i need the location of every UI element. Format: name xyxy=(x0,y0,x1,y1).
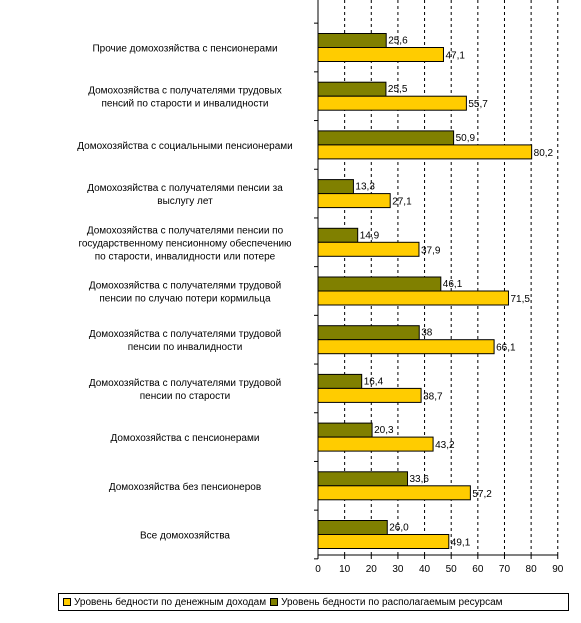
category-label-line: Все домохозяйства xyxy=(140,531,230,542)
category-label: Домохозяйства с получателями пенсии по го… xyxy=(78,225,292,262)
category-label: Все домохозяйства xyxy=(140,531,230,542)
data-label-resources: 26,0 xyxy=(389,523,409,534)
category-label-line: государственному пенсионному обеспечению xyxy=(78,237,292,249)
bar-monetary xyxy=(317,534,450,549)
legend-swatch-resources xyxy=(270,598,279,606)
data-label-resources: 50,9 xyxy=(456,133,476,144)
category-label: Домохозяйства с получателями трудовой пен… xyxy=(89,378,281,402)
x-tick-label: 70 xyxy=(499,564,511,575)
category-label-line: пенсии по старости xyxy=(140,391,231,402)
bar-monetary xyxy=(317,95,467,111)
data-label-monetary: 27,1 xyxy=(392,197,412,208)
bar-resources xyxy=(317,373,363,389)
x-tick-label: 10 xyxy=(339,564,351,575)
data-label-monetary: 80,2 xyxy=(534,148,554,159)
x-tick-label: 50 xyxy=(446,564,458,575)
data-label-resources: 33,6 xyxy=(410,474,430,485)
category-label-line: Домохозяйства с получателями трудовых xyxy=(88,86,282,97)
bar-resources xyxy=(317,471,409,487)
legend-item-resources: Уровень бедности по располагаемым ресурс… xyxy=(270,596,503,608)
legend-item-monetary: Уровень бедности по денежным доходам xyxy=(63,597,266,608)
bar-resources xyxy=(317,130,455,146)
bar-monetary xyxy=(317,144,533,160)
legend-label-resources: Уровень бедности по располагаемым ресурс… xyxy=(281,596,503,608)
legend-swatch-monetary xyxy=(63,598,71,606)
data-label-resources: 14,9 xyxy=(360,230,380,241)
category-label-line: Домохозяйства с получателями трудовой xyxy=(89,378,281,389)
category-label-line: Домохозяйства с пенсионерами xyxy=(111,433,260,444)
category-label-line: Домохозяйства с получателями трудовой xyxy=(89,329,281,340)
category-label: Домохозяйства с получателями трудовой пен… xyxy=(89,281,281,305)
category-label: Прочие домохозяйства с пенсионерами xyxy=(92,44,277,55)
x-tick-label: 60 xyxy=(472,564,484,575)
category-label-line: Домохозяйства без пенсионеров xyxy=(109,481,261,493)
category-label-line: выслугу лет xyxy=(157,196,213,207)
bar-monetary xyxy=(317,193,391,209)
category-label: Домохозяйства без пенсионеров xyxy=(109,481,261,493)
bar-resources xyxy=(317,276,442,292)
x-axis: 0 10 20 30 40 50 60 70 80 90 xyxy=(314,0,564,575)
data-label-monetary: 49,1 xyxy=(451,538,471,549)
category-labels: Прочие домохозяйства с пенсионерами Домох… xyxy=(77,44,292,542)
data-label-resources: 16,4 xyxy=(364,376,384,387)
category-label: Домохозяйства с пенсионерами xyxy=(111,433,260,444)
x-tick-label: 40 xyxy=(419,564,431,575)
data-label-resources: 25,5 xyxy=(388,84,408,95)
category-label-line: Домохозяйства с получателями пенсии по xyxy=(87,225,284,236)
x-tick-label: 20 xyxy=(366,564,378,575)
data-label-resources: 46,1 xyxy=(443,279,463,290)
category-label: Домохозяйства с получателями трудовых пен… xyxy=(88,86,282,110)
bar-resources xyxy=(317,520,388,535)
category-label-line: Прочие домохозяйства с пенсионерами xyxy=(92,44,277,55)
x-tick-label: 90 xyxy=(552,564,564,575)
data-label-monetary: 38,7 xyxy=(423,391,443,402)
data-label-monetary: 47,1 xyxy=(445,51,465,62)
data-label-resources: 20,3 xyxy=(374,425,394,436)
x-tick-label: 30 xyxy=(392,564,404,575)
bar-monetary xyxy=(317,241,420,257)
bar-resources xyxy=(317,33,387,48)
data-label-resources: 25,6 xyxy=(388,36,408,47)
data-label-monetary: 66,1 xyxy=(496,343,516,354)
category-label: Домохозяйства с получателями трудовой пен… xyxy=(89,329,281,353)
bar-monetary xyxy=(317,47,444,62)
bar-monetary xyxy=(317,436,434,452)
category-label-line: Домохозяйства с социальными пенсионерами xyxy=(77,141,292,152)
x-tick-label: 0 xyxy=(315,564,321,575)
data-label-resources: 13,3 xyxy=(355,182,375,193)
bar-monetary xyxy=(317,339,495,355)
legend: Уровень бедности по денежным доходам Уро… xyxy=(58,593,569,611)
bar-resources xyxy=(317,325,420,341)
bar-monetary xyxy=(317,485,471,501)
category-label-line: Домохозяйства с получателями трудовой xyxy=(89,281,281,292)
category-label-line: Домохозяйства с получателями пенсии за xyxy=(87,183,283,194)
bar-monetary xyxy=(317,387,422,403)
bar-resources xyxy=(317,179,354,195)
legend-label-monetary: Уровень бедности по денежным доходам xyxy=(74,596,267,608)
bar-resources xyxy=(317,422,373,438)
category-label-line: пенсий по старости и инвалидности xyxy=(101,99,268,110)
category-label-line: пенсии по инвалидности xyxy=(128,342,243,353)
data-label-monetary: 37,9 xyxy=(421,245,441,256)
category-label: Домохозяйства с получателями пенсии за вы… xyxy=(87,183,283,207)
category-label-line: по старости, инвалидности или потере xyxy=(95,251,276,262)
data-label-monetary: 57,2 xyxy=(472,489,492,500)
data-labels: 25,6 47,1 25,5 55,7 50,9 80,2 13,3 27,1 14,9 37,9… xyxy=(355,36,553,549)
category-label-line: пенсии по случаю потери кормильца xyxy=(99,294,271,305)
x-tick-label: 80 xyxy=(526,564,538,575)
data-label-monetary: 43,2 xyxy=(435,440,455,451)
data-label-monetary: 55,7 xyxy=(468,99,488,110)
bar-monetary xyxy=(317,290,509,306)
data-label-monetary: 71,5 xyxy=(510,294,530,305)
bar-resources xyxy=(317,227,359,243)
category-label: Домохозяйства с социальными пенсионерами xyxy=(77,141,292,152)
data-label-resources: 38 xyxy=(421,328,433,339)
bar-resources xyxy=(317,81,387,97)
